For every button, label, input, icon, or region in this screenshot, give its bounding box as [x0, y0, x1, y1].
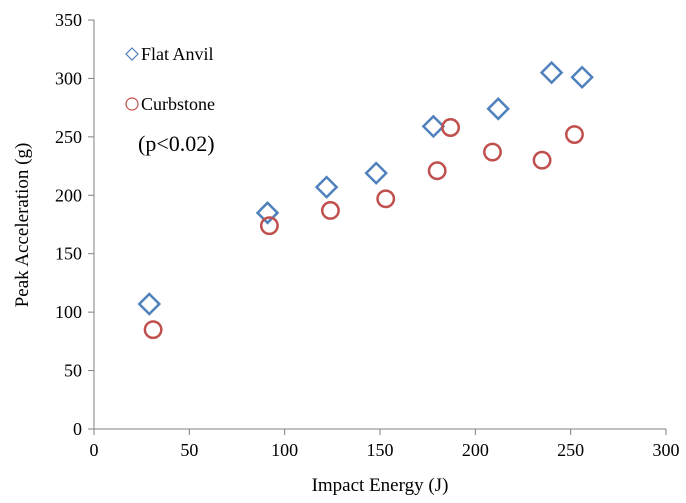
axes	[88, 19, 667, 435]
flat-anvil-point	[486, 97, 510, 121]
significance-annotation: (p<0.02)	[138, 131, 215, 156]
y-tick-label: 100	[55, 302, 82, 322]
flat-anvil-point	[255, 201, 280, 225]
curbstone-point	[532, 150, 552, 170]
flat-anvil-point	[364, 161, 388, 185]
curbstone-point	[427, 161, 447, 181]
x-tick-label: 300	[653, 440, 680, 460]
x-tick-label: 250	[557, 440, 584, 460]
flat-anvil-point	[570, 65, 594, 90]
x-tick-label: 50	[180, 440, 198, 460]
x-axis-title: Impact Energy (J)	[312, 475, 449, 496]
y-tick-label: 200	[55, 185, 82, 205]
flat-anvil-point	[421, 114, 446, 139]
legend-diamond-icon	[125, 47, 139, 61]
y-tick-label: 350	[55, 10, 82, 30]
flat-anvil-point	[314, 175, 339, 199]
flat-anvil-point	[539, 60, 564, 85]
x-tick-label: 100	[271, 440, 298, 460]
curbstone-point	[376, 189, 396, 209]
x-tick-label: 200	[462, 440, 489, 460]
curbstone-point	[441, 118, 460, 137]
data-points	[137, 60, 594, 340]
y-tick-label: 300	[55, 68, 82, 88]
y-tick-label: 250	[55, 127, 82, 147]
y-tick-label: 150	[55, 244, 82, 264]
x-tick-label: 150	[367, 440, 394, 460]
legend-circle-icon	[125, 97, 139, 111]
tick-labels: 0 50 100 150 200 250 300 350 0 50 100 150 200 250 300	[55, 10, 680, 460]
y-tick-label: 0	[73, 419, 82, 439]
curbstone-point	[565, 125, 584, 144]
legend-label: Curbstone	[141, 94, 215, 114]
y-axis-title: Peak Acceleration (g)	[12, 143, 33, 308]
y-tick-label: 50	[64, 361, 82, 381]
flat-anvil-point	[137, 292, 162, 316]
legend-label: Flat Anvil	[141, 44, 214, 64]
curbstone-point	[259, 216, 279, 236]
curbstone-point	[483, 142, 502, 162]
legend: Flat Anvil Curbstone	[125, 44, 215, 114]
curbstone-point	[143, 320, 163, 340]
curbstone-point	[320, 201, 340, 220]
x-tick-label: 0	[90, 440, 99, 460]
